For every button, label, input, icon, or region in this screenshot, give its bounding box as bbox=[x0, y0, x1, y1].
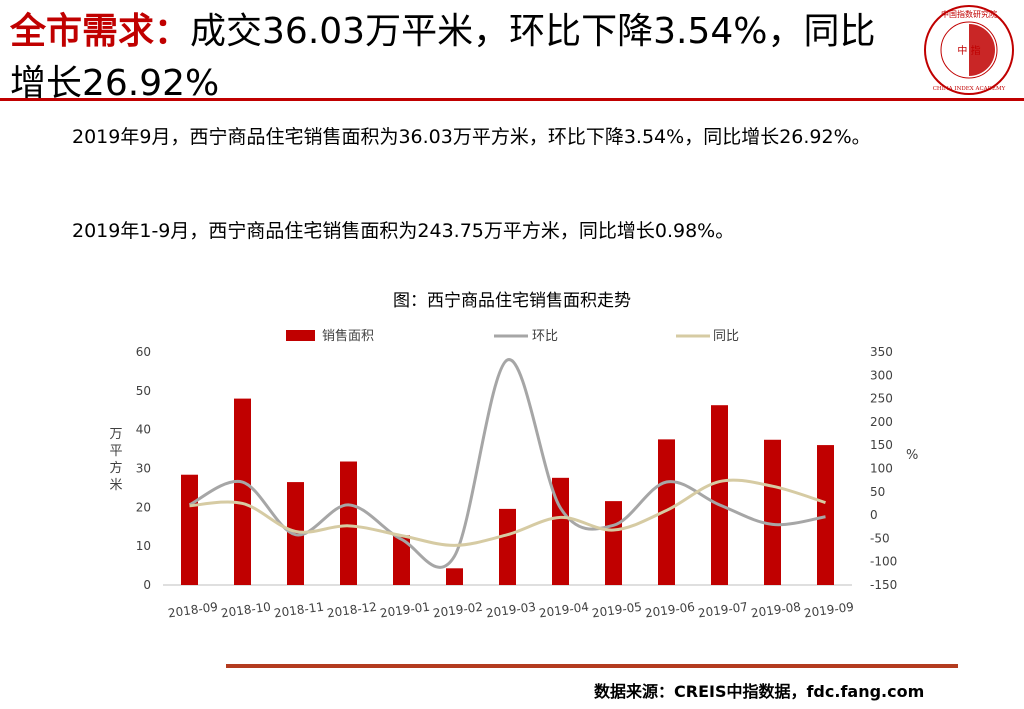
bar bbox=[499, 508, 516, 585]
bar bbox=[234, 398, 251, 585]
y-tick-label: 10 bbox=[136, 539, 151, 553]
x-tick-label: 2019-09 bbox=[803, 600, 855, 621]
paragraph-monthly: 2019年9月，西宁商品住宅销售面积为36.03万平方米，环比下降3.54%，同… bbox=[72, 126, 871, 148]
title-highlight: 全市需求： bbox=[10, 11, 191, 52]
y-tick-label: 30 bbox=[136, 462, 151, 476]
x-tick-label: 2018-09 bbox=[167, 600, 219, 621]
y-right-tick-label: -50 bbox=[870, 531, 890, 545]
x-tick-label: 2019-02 bbox=[432, 600, 484, 621]
legend-label-yoy: 同比 bbox=[713, 329, 739, 344]
y-axis-label: 万 bbox=[109, 427, 122, 442]
bar bbox=[393, 535, 410, 585]
y-right-tick-label: 350 bbox=[870, 345, 893, 359]
data-source: 数据来源：CREIS中指数据，fdc.fang.com bbox=[594, 682, 925, 701]
legend-label-bar: 销售面积 bbox=[322, 328, 374, 344]
bar bbox=[658, 439, 675, 585]
bar bbox=[711, 405, 728, 585]
china-index-academy-logo: 中国指数研究院 中 指 CHINA INDEX ACADEMY bbox=[924, 5, 1014, 95]
bar bbox=[764, 439, 781, 585]
x-tick-label: 2019-04 bbox=[538, 600, 590, 621]
y-axis-label: 方 bbox=[109, 460, 122, 476]
x-tick-label: 2018-10 bbox=[220, 600, 272, 621]
y-right-tick-label: -150 bbox=[870, 578, 897, 592]
y-right-tick-label: 300 bbox=[870, 368, 893, 382]
logo-text-bottom: CHINA INDEX ACADEMY bbox=[933, 86, 1006, 92]
title-text: 成交36.03万平米，环比下降3.54%，同比增长26.92% bbox=[10, 11, 876, 104]
y-tick-label: 60 bbox=[136, 345, 151, 359]
y-right-tick-label: 150 bbox=[870, 438, 893, 452]
line-yoy bbox=[189, 478, 826, 547]
y-right-tick-label: 200 bbox=[870, 415, 893, 429]
bar bbox=[552, 477, 569, 585]
footer-divider bbox=[226, 664, 958, 668]
bar bbox=[446, 568, 463, 585]
legend-label-mom: 环比 bbox=[532, 329, 558, 344]
x-tick-label: 2019-03 bbox=[485, 600, 537, 621]
chart-title: 图：西宁商品住宅销售面积走势 bbox=[393, 291, 631, 311]
line-mom bbox=[188, 358, 826, 569]
x-tick-label: 2018-12 bbox=[326, 600, 378, 621]
y-axis-label: 米 bbox=[109, 478, 122, 493]
bar bbox=[340, 461, 357, 585]
legend-swatch-bar bbox=[286, 330, 315, 341]
x-tick-label: 2019-07 bbox=[697, 600, 749, 621]
y-right-tick-label: 0 bbox=[870, 508, 878, 522]
y-right-tick-label: 250 bbox=[870, 392, 893, 406]
y-right-tick-label: 50 bbox=[870, 485, 885, 499]
x-tick-label: 2018-11 bbox=[273, 600, 325, 621]
logo-text-mid: 中 指 bbox=[957, 44, 980, 57]
y-tick-label: 0 bbox=[143, 578, 151, 592]
y-tick-label: 50 bbox=[136, 384, 151, 398]
y-right-axis-label: % bbox=[906, 448, 918, 463]
title-divider bbox=[0, 98, 1024, 101]
x-tick-label: 2019-05 bbox=[591, 600, 643, 621]
page-title: 全市需求：成交36.03万平米，环比下降3.54%，同比增长26.92% bbox=[10, 6, 910, 110]
y-axis-label: 平 bbox=[109, 444, 122, 459]
bar bbox=[181, 474, 198, 585]
y-right-tick-label: 100 bbox=[870, 462, 893, 476]
x-tick-label: 2019-01 bbox=[379, 600, 431, 621]
y-tick-label: 40 bbox=[136, 423, 151, 437]
paragraph-ytd: 2019年1-9月，西宁商品住宅销售面积为243.75万平方米，同比增长0.98… bbox=[72, 220, 735, 242]
x-tick-label: 2019-08 bbox=[750, 600, 802, 621]
y-tick-label: 20 bbox=[136, 500, 151, 514]
logo-text-top: 中国指数研究院 bbox=[941, 9, 997, 19]
y-right-tick-label: -100 bbox=[870, 555, 897, 569]
bar bbox=[817, 445, 834, 585]
x-tick-label: 2019-06 bbox=[644, 600, 696, 621]
bar bbox=[605, 501, 622, 585]
